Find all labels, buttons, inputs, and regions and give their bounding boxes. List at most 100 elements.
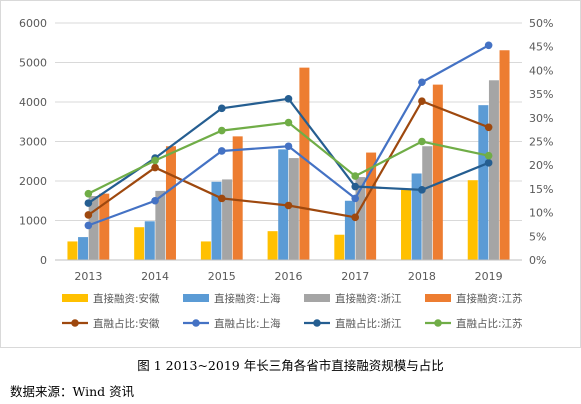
figure-caption: 图 1 2013~2019 年长三角各省市直接融资规模与占比 [137, 358, 444, 373]
line-point [418, 137, 426, 146]
legend-marker [71, 319, 79, 327]
bar [165, 146, 176, 260]
y-left-tick-label: 4000 [19, 96, 47, 109]
x-tick-label: 2019 [475, 270, 503, 283]
legend-label: 直接融资:浙江 [335, 292, 402, 305]
legend-marker [434, 319, 442, 327]
legend-label: 直接融资:江苏 [456, 292, 523, 305]
bar [144, 221, 155, 260]
bar-series-group [67, 50, 510, 261]
y-left-tick-label: 2000 [19, 175, 47, 188]
line-point [84, 211, 93, 219]
y-left-tick-label: 0 [40, 254, 47, 267]
bar [288, 158, 299, 260]
x-tick-label: 2016 [275, 270, 303, 283]
line-point [351, 194, 360, 203]
line-point [151, 156, 159, 165]
line-point [418, 186, 426, 194]
bar [67, 241, 78, 260]
x-tick-label: 2015 [208, 270, 236, 283]
legend-swatch [183, 294, 209, 302]
bar [422, 146, 433, 260]
bar [334, 234, 345, 260]
axes: 0 1000 2000 3000 4000 5000 6000 0% 5% 10% 15% 20% 25… [19, 17, 553, 283]
line-point [351, 182, 360, 191]
legend-swatch [62, 294, 88, 302]
line-point [484, 123, 493, 132]
legend-swatch [304, 294, 330, 302]
bar [499, 50, 510, 260]
y-right-tick-label: 10% [529, 207, 553, 220]
legend-marker [313, 319, 321, 327]
line-series-group [84, 41, 493, 230]
y-right-tick-label: 0% [529, 254, 546, 267]
bar [488, 80, 499, 261]
y-left-tick-label: 6000 [19, 17, 47, 30]
legend-label: 直融占比:上海 [214, 317, 281, 330]
legend-swatch [425, 294, 451, 302]
bar [232, 136, 243, 260]
bar [467, 180, 478, 260]
line-point [351, 172, 360, 180]
bar [222, 179, 233, 260]
combo-chart: 0 1000 2000 3000 4000 5000 6000 0% 5% 10% 15% 20% 25… [19, 17, 553, 330]
line-point [484, 41, 493, 50]
line-point [484, 151, 493, 160]
line-point [351, 213, 360, 222]
data-source-note: 数据来源：Wind 资讯 [10, 384, 135, 399]
y-right-tick-label: 5% [529, 230, 546, 243]
y-right-tick-label: 35% [529, 88, 553, 101]
bar [155, 190, 166, 260]
line-point [217, 104, 226, 113]
y-left-tick-label: 3000 [19, 136, 47, 149]
y-right-tick-label: 25% [529, 136, 553, 149]
gridlines [55, 22, 522, 261]
bar [78, 237, 89, 260]
bar [478, 105, 489, 260]
legend-marker [192, 319, 200, 327]
line-point [217, 126, 226, 135]
line-point [484, 159, 493, 167]
bar [432, 84, 443, 261]
line-point [84, 221, 93, 230]
line-point [284, 95, 293, 103]
legend-label: 直接融资:安徽 [93, 292, 160, 305]
x-tick-label: 2017 [341, 270, 369, 283]
line-point [284, 201, 293, 210]
line-point [84, 189, 93, 198]
bar [99, 193, 110, 260]
legend-label: 直融占比:安徽 [93, 317, 160, 330]
legend-label: 直融占比:浙江 [335, 317, 402, 330]
y-right-tick-label: 20% [529, 159, 553, 172]
bar [299, 67, 310, 260]
y-right-tick-label: 30% [529, 112, 553, 125]
bar [344, 200, 355, 260]
y-left-tick-label: 5000 [19, 57, 47, 70]
y-right-tick-label: 40% [529, 64, 553, 77]
legend-label: 直接融资:上海 [214, 292, 281, 305]
line-point [151, 163, 159, 172]
bar [200, 241, 211, 260]
bar [134, 227, 145, 260]
bar [411, 173, 422, 260]
line-point [217, 147, 226, 155]
y-right-tick-label: 45% [529, 41, 553, 54]
bar [355, 177, 366, 260]
bar [366, 152, 377, 260]
y-right-tick-label: 50% [529, 17, 553, 30]
line-point [217, 194, 226, 203]
bar [401, 189, 412, 260]
y-left-tick-label: 1000 [19, 215, 47, 228]
line-point [418, 97, 426, 106]
bar [211, 181, 222, 260]
bar [267, 231, 278, 260]
legend-label: 直融占比:江苏 [456, 317, 523, 330]
x-tick-label: 2013 [74, 270, 102, 283]
line-point [284, 142, 293, 151]
line-point [284, 118, 293, 127]
line-point [84, 199, 93, 207]
bar [88, 196, 99, 260]
line-point [418, 78, 426, 87]
x-tick-label: 2018 [408, 270, 436, 283]
